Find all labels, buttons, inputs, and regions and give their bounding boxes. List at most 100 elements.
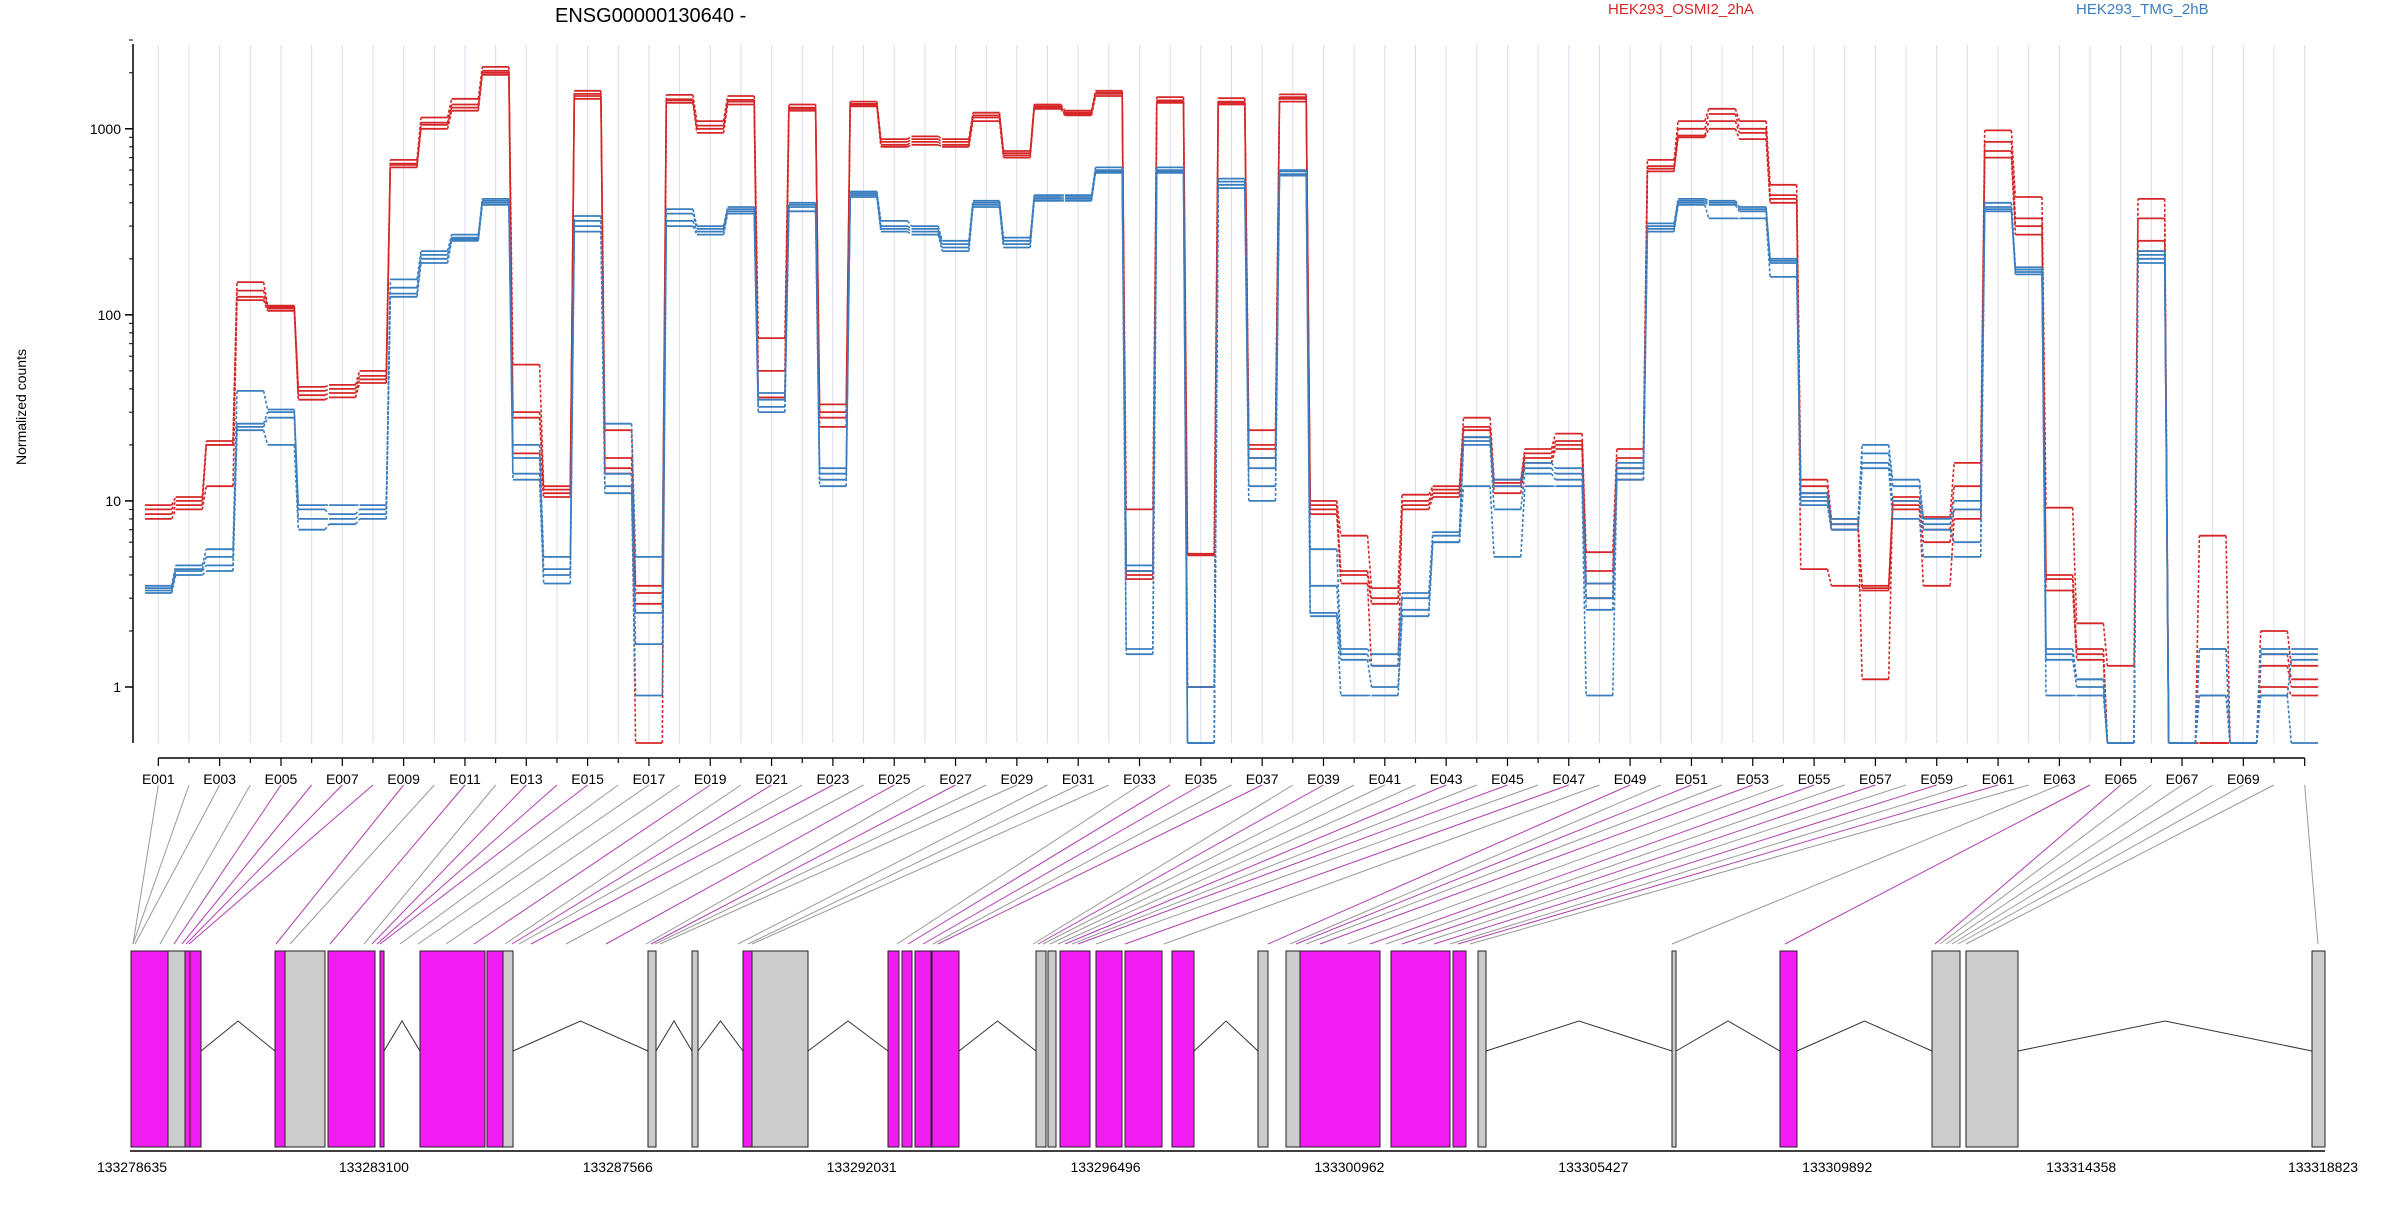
exon-link bbox=[417, 784, 650, 945]
intron-line bbox=[2017, 1020, 2313, 1052]
intron-line bbox=[1675, 1020, 1781, 1052]
untested-exon-block bbox=[1035, 950, 1047, 1148]
exon-link bbox=[565, 784, 864, 945]
tested-exon-block bbox=[1095, 950, 1123, 1148]
untested-exon-block bbox=[691, 950, 699, 1148]
tested-exon-block bbox=[901, 950, 913, 1148]
exon-link bbox=[1071, 784, 1477, 945]
exon-link bbox=[1163, 784, 1600, 945]
genome-coordinate-label: 133287566 bbox=[583, 1159, 653, 1175]
x-tick-label: E015 bbox=[571, 771, 604, 787]
exon-link bbox=[751, 784, 1110, 945]
exon-link bbox=[1037, 784, 1324, 945]
x-tick-label: E007 bbox=[326, 771, 359, 787]
tested-exon-block bbox=[742, 950, 753, 1148]
exon-link bbox=[511, 784, 772, 945]
x-tick-label: E009 bbox=[387, 771, 420, 787]
exon-link bbox=[132, 784, 190, 945]
exon-link bbox=[1417, 784, 1907, 945]
exon-link bbox=[1319, 784, 1753, 945]
exon-link bbox=[1951, 784, 2213, 945]
exon-link bbox=[159, 784, 251, 945]
exon-link bbox=[1049, 784, 1386, 945]
x-tick-label: E021 bbox=[755, 771, 788, 787]
x-tick-label: E049 bbox=[1614, 771, 1647, 787]
exon-link bbox=[1957, 784, 2244, 945]
tested-exon-block bbox=[189, 950, 202, 1148]
x-tick-label: E069 bbox=[2227, 771, 2260, 787]
exon-link bbox=[937, 784, 1263, 945]
exon-link bbox=[173, 784, 282, 945]
series-7-transition bbox=[170, 172, 2293, 744]
tested-exon-block bbox=[327, 950, 376, 1148]
genome-coordinate-axis: 133278635 133283100 133287566 133292031 1332… bbox=[97, 1159, 2358, 1175]
series-5-level bbox=[145, 169, 2318, 744]
exon-link bbox=[605, 784, 895, 945]
genome-coordinate-label: 133278635 bbox=[97, 1159, 167, 1175]
x-tick-label: E057 bbox=[1859, 771, 1892, 787]
exon-link bbox=[896, 784, 1140, 945]
intron-line bbox=[655, 1020, 693, 1052]
exon-link bbox=[1032, 784, 1294, 945]
exon-link bbox=[399, 784, 619, 945]
exon-gridlines bbox=[157, 45, 2306, 743]
x-tick-label: E035 bbox=[1184, 771, 1217, 787]
exon-link bbox=[445, 784, 680, 945]
exon-link bbox=[275, 784, 405, 945]
tested-exon-block bbox=[1452, 950, 1467, 1148]
intron-line bbox=[1193, 1020, 1259, 1052]
tested-exon-block bbox=[887, 950, 900, 1148]
tested-exon-block bbox=[1299, 950, 1381, 1148]
x-tick-label: E017 bbox=[633, 771, 666, 787]
genome-coordinate-label: 133305427 bbox=[1558, 1159, 1628, 1175]
legend-entry-osmi2: HEK293_OSMI2_2hA bbox=[1608, 1, 1754, 18]
x-tick-label: E025 bbox=[878, 771, 911, 787]
exon-link bbox=[907, 784, 1171, 945]
exon-link bbox=[1469, 784, 2029, 945]
untested-exon-block bbox=[751, 950, 809, 1148]
exon-link bbox=[530, 784, 834, 945]
exon-link bbox=[1077, 784, 1508, 945]
exon-link bbox=[379, 784, 588, 945]
exon-link bbox=[363, 784, 496, 945]
exon-link bbox=[1267, 784, 1631, 945]
x-tick-label: E039 bbox=[1307, 771, 1340, 787]
tested-exon-block bbox=[419, 950, 486, 1148]
exon-link bbox=[650, 784, 956, 945]
untested-exon-block bbox=[1257, 950, 1269, 1148]
exon-link bbox=[132, 784, 159, 945]
y-tick-label: 1 bbox=[113, 679, 121, 695]
untested-exon-block bbox=[167, 950, 186, 1148]
exon-link bbox=[1042, 784, 1355, 945]
x-tick-label: E051 bbox=[1675, 771, 1708, 787]
tested-exon-block bbox=[931, 950, 960, 1148]
y-tick-label: 10 bbox=[105, 493, 121, 509]
exon-link bbox=[645, 784, 926, 945]
genome-coordinate-label: 133309892 bbox=[1802, 1159, 1872, 1175]
exon-link bbox=[922, 784, 1202, 945]
x-tick-label: E065 bbox=[2104, 771, 2137, 787]
tested-exon-block bbox=[184, 950, 191, 1148]
exon-link bbox=[1945, 784, 2183, 945]
intron-line bbox=[512, 1020, 649, 1052]
x-tick-label: E001 bbox=[142, 771, 175, 787]
exon-link bbox=[1934, 784, 2122, 945]
exon-link bbox=[932, 784, 1232, 945]
genome-coordinate-label: 133292031 bbox=[827, 1159, 897, 1175]
tested-exon-block bbox=[486, 950, 504, 1148]
exon-link bbox=[1784, 784, 2091, 945]
exon-link bbox=[1457, 784, 1999, 945]
tested-exon-block bbox=[1779, 950, 1798, 1148]
x-tick-label: E041 bbox=[1368, 771, 1401, 787]
exon-link bbox=[188, 784, 374, 945]
exon-link bbox=[1347, 784, 1784, 945]
exon-link bbox=[1057, 784, 1416, 945]
exon-link bbox=[1385, 784, 1845, 945]
x-tick-label: E061 bbox=[1982, 771, 2015, 787]
x-tick-label: E019 bbox=[694, 771, 727, 787]
tested-exon-block bbox=[1124, 950, 1163, 1148]
intron-line bbox=[807, 1020, 889, 1052]
x-tick-label: E063 bbox=[2043, 771, 2076, 787]
x-tick-label: E043 bbox=[1430, 771, 1463, 787]
exon-link bbox=[1369, 784, 1815, 945]
